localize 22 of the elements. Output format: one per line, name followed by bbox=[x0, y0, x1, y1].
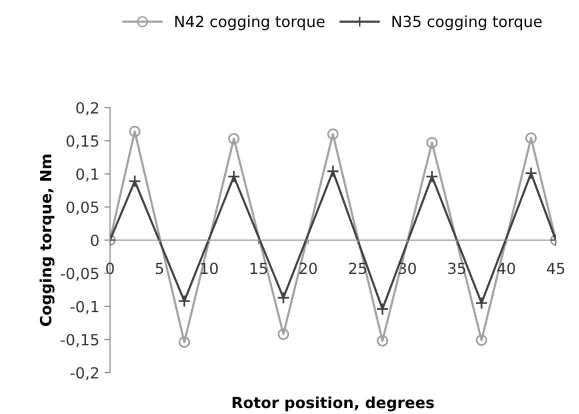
y-axis-title: Cogging torque, Nm bbox=[40, 154, 55, 326]
y-tick-label: 0,1 bbox=[76, 168, 98, 182]
x-tick-label: 45 bbox=[546, 262, 564, 274]
y-tick-label: -0,15 bbox=[60, 334, 98, 348]
x-tick-label: 40 bbox=[497, 262, 516, 274]
y-tick-label: 0,05 bbox=[66, 201, 98, 215]
x-tick-label: 30 bbox=[398, 262, 416, 274]
y-tick-label: 0 bbox=[90, 234, 99, 246]
y-tick-label: 0,2 bbox=[76, 102, 98, 116]
x-tick-label: 5 bbox=[156, 262, 164, 274]
x-axis-title: Rotor position, degrees bbox=[232, 396, 434, 412]
legend-label: N35 cogging torque bbox=[392, 15, 542, 30]
y-tick-label: -0,2 bbox=[70, 367, 98, 380]
x-tick-label: 15 bbox=[250, 262, 268, 274]
y-tick-label: -0,1 bbox=[70, 300, 98, 314]
x-tick-label: 10 bbox=[201, 262, 218, 274]
y-tick-label: -0,05 bbox=[60, 268, 98, 281]
x-tick-label: 35 bbox=[448, 262, 466, 274]
x-tick-label: 25 bbox=[349, 262, 366, 274]
legend-label: N42 cogging torque bbox=[175, 15, 324, 30]
y-tick-label: 0,15 bbox=[66, 135, 98, 148]
x-tick-label: 20 bbox=[300, 262, 317, 274]
